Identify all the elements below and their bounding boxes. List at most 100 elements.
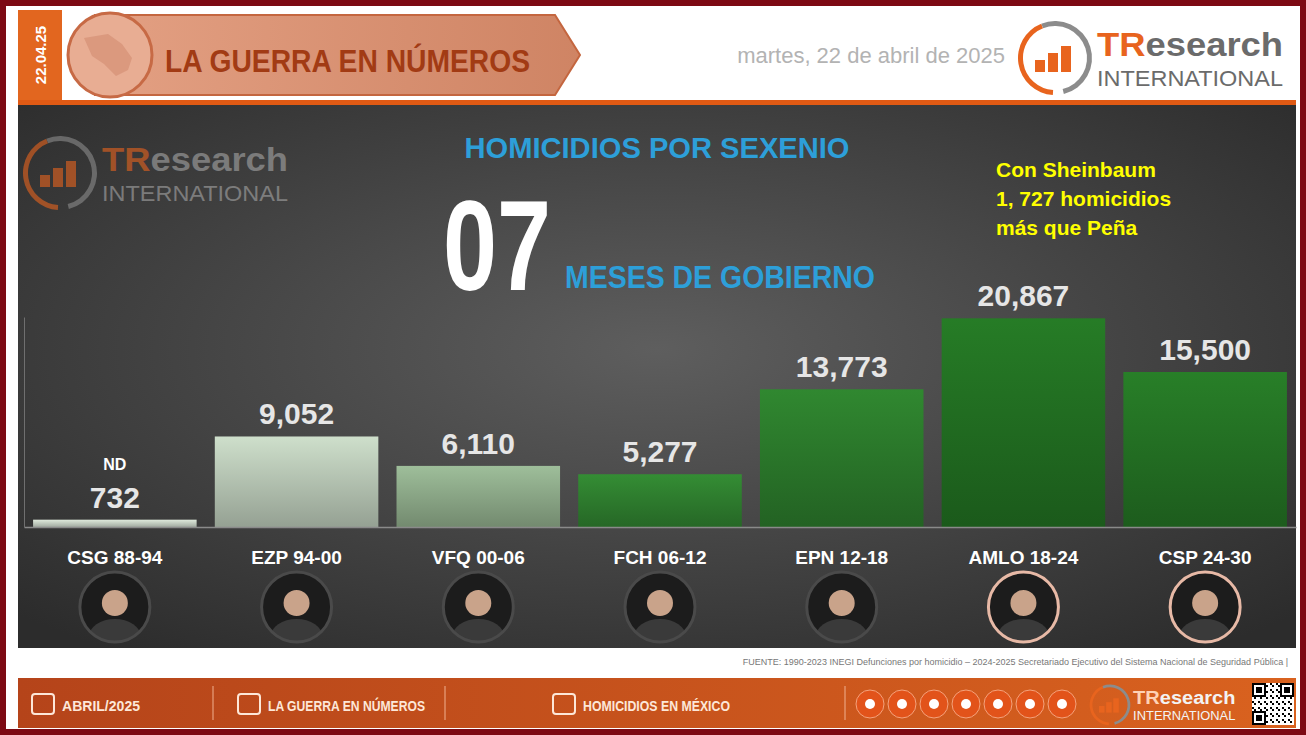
qr-module bbox=[1264, 689, 1266, 691]
x-axis: CSG 88-94EZP 94-00VFQ 00-06FCH 06-12EPN … bbox=[25, 527, 1297, 568]
qr-module bbox=[1288, 719, 1290, 721]
qr-module bbox=[1290, 697, 1292, 699]
qr-module bbox=[1264, 717, 1266, 719]
qr-bg bbox=[1252, 683, 1294, 725]
qr-module bbox=[1284, 721, 1286, 723]
footer bbox=[18, 678, 1296, 728]
qr-module bbox=[1290, 715, 1292, 717]
qr-module bbox=[1260, 709, 1262, 711]
logo-bar bbox=[1048, 53, 1058, 72]
qr-module bbox=[1280, 689, 1282, 691]
qr-module bbox=[1252, 711, 1254, 713]
qr-module bbox=[1276, 701, 1278, 703]
qr-module bbox=[1256, 723, 1258, 725]
portrait-ring bbox=[1170, 572, 1240, 642]
qr-module bbox=[1292, 683, 1294, 685]
qr-module bbox=[1288, 701, 1290, 703]
qr-module bbox=[1256, 695, 1258, 697]
portrait-ring bbox=[262, 572, 332, 642]
social-icon bbox=[920, 690, 948, 718]
footer-icon bbox=[32, 694, 54, 714]
qr-module bbox=[1256, 715, 1258, 717]
qr-module bbox=[1258, 723, 1260, 725]
qr-module bbox=[1290, 695, 1292, 697]
qr-module bbox=[1264, 707, 1266, 709]
footer-item: HOMICIDIOS EN MÉXICO bbox=[583, 697, 730, 714]
social-icon bbox=[952, 690, 980, 718]
qr-module bbox=[1270, 713, 1272, 715]
qr-module bbox=[1262, 683, 1264, 685]
qr-module bbox=[1278, 685, 1280, 687]
logo: TResearchINTERNATIONAL bbox=[1018, 21, 1283, 95]
portrait-head bbox=[647, 590, 673, 616]
qr-module bbox=[1280, 691, 1282, 693]
portrait-ring bbox=[443, 572, 513, 642]
qr-module bbox=[1254, 683, 1256, 685]
logo: TResearchINTERNATIONAL bbox=[23, 136, 288, 210]
qr-module bbox=[1288, 707, 1290, 709]
qr-module bbox=[1256, 691, 1258, 693]
social-icon-glyph bbox=[1025, 699, 1035, 709]
portrait bbox=[625, 572, 695, 655]
qr-module bbox=[1284, 703, 1286, 705]
logo-bar bbox=[40, 175, 50, 187]
social-icon bbox=[1016, 690, 1044, 718]
source: FUENTE: 1990-2023 INEGI Defunciones por … bbox=[743, 657, 1288, 667]
qr-module bbox=[1256, 687, 1258, 689]
qr-module bbox=[1290, 683, 1292, 685]
portrait-ring bbox=[988, 572, 1058, 642]
qr-module bbox=[1288, 683, 1290, 685]
qr-module bbox=[1288, 689, 1290, 691]
qr-module bbox=[1292, 695, 1294, 697]
portrait-figure bbox=[89, 590, 141, 655]
x-tick: EPN 12-18 bbox=[795, 527, 888, 568]
qr-module bbox=[1252, 723, 1254, 725]
qr-module bbox=[1254, 697, 1256, 699]
qr-module bbox=[1262, 695, 1264, 697]
logo-bar bbox=[1106, 702, 1112, 712]
qr-module bbox=[1270, 689, 1272, 691]
qr-module bbox=[1260, 691, 1262, 693]
portrait-head bbox=[465, 590, 491, 616]
qr-module bbox=[1264, 701, 1266, 703]
footer-divider bbox=[445, 686, 446, 720]
logo-subname: INTERNATIONAL bbox=[102, 181, 288, 206]
header-rule bbox=[18, 100, 1296, 105]
qr-module bbox=[1260, 723, 1262, 725]
qr-module bbox=[1290, 721, 1292, 723]
qr-module bbox=[1252, 717, 1254, 719]
portrait-figure bbox=[634, 590, 686, 655]
x-tick-label: CSP 24-30 bbox=[1159, 547, 1252, 568]
qr-module bbox=[1252, 713, 1254, 715]
banner-emblem bbox=[68, 13, 152, 97]
qr-module bbox=[1252, 687, 1254, 689]
qr-module bbox=[1264, 695, 1266, 697]
qr-module bbox=[1272, 703, 1274, 705]
qr-module bbox=[1284, 689, 1286, 691]
qr-module bbox=[1260, 689, 1262, 691]
qr-module bbox=[1260, 715, 1262, 717]
qr-module bbox=[1264, 715, 1266, 717]
qr-module bbox=[1254, 709, 1256, 711]
logo-bar bbox=[66, 161, 76, 187]
qr-module bbox=[1252, 721, 1254, 723]
social-icon-glyph bbox=[1057, 699, 1067, 709]
qr-module bbox=[1282, 701, 1284, 703]
data-label: 9,052 bbox=[259, 397, 334, 430]
qr-module bbox=[1278, 703, 1280, 705]
qr-module bbox=[1272, 709, 1274, 711]
qr-module bbox=[1272, 685, 1274, 687]
qr-module bbox=[1264, 711, 1266, 713]
background bbox=[6, 6, 1300, 729]
x-tick: AMLO 18-24 bbox=[969, 527, 1079, 568]
qr-module bbox=[1252, 707, 1254, 709]
x-tick-label: AMLO 18-24 bbox=[969, 547, 1079, 568]
months-label: MESES DE GOBIERNO bbox=[565, 259, 875, 295]
qr-module bbox=[1276, 713, 1278, 715]
qr-module bbox=[1270, 719, 1272, 721]
data-labels: 7329,0526,1105,27713,77320,86715,500 bbox=[90, 279, 1251, 513]
qr-module bbox=[1272, 715, 1274, 717]
qr-module bbox=[1286, 691, 1288, 693]
qr-module bbox=[1252, 685, 1254, 687]
social-icon-glyph bbox=[961, 699, 971, 709]
